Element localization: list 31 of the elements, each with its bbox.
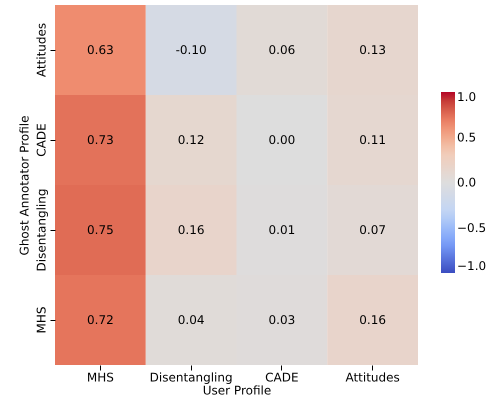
color-bar-label: −0.5 <box>457 220 486 235</box>
data-label: 0.00 <box>268 133 296 147</box>
data-label: 0.72 <box>87 313 114 327</box>
color-bar-label: 1.0 <box>457 90 476 104</box>
data-label: 0.13 <box>359 43 386 57</box>
x-axis-title: User Profile <box>202 384 272 398</box>
data-label: 0.07 <box>359 223 386 237</box>
y-tick-label: MHS <box>34 306 48 334</box>
color-bar-label: 0.0 <box>457 176 476 190</box>
data-label: 0.03 <box>268 313 296 327</box>
data-label: 0.01 <box>268 223 296 237</box>
color-bar-label: 0.5 <box>457 130 476 144</box>
x-tick-label: Attitudes <box>345 370 400 384</box>
color-bar-label: −1.0 <box>457 259 486 273</box>
data-label: 0.16 <box>178 223 204 237</box>
data-label: 0.11 <box>359 133 386 147</box>
y-axis-title: Ghost Annotator Profile <box>18 116 32 256</box>
data-label: -0.10 <box>176 43 207 57</box>
data-label: 0.06 <box>268 43 296 57</box>
data-label: 0.12 <box>178 133 204 147</box>
y-tick-label: Attitudes <box>34 22 48 78</box>
x-tick-label: CADE <box>265 370 299 384</box>
y-tick-label: CADE <box>34 123 48 157</box>
data-label: 0.75 <box>87 223 114 237</box>
x-tick-label: MHS <box>86 370 114 384</box>
x-tick-label: Disentangling <box>150 370 233 384</box>
y-tick-label: Disentangling <box>34 188 48 272</box>
data-label: 0.63 <box>87 43 114 57</box>
data-label: 0.73 <box>87 133 114 147</box>
data-label: 0.16 <box>359 313 386 327</box>
data-label: 0.04 <box>178 313 204 327</box>
